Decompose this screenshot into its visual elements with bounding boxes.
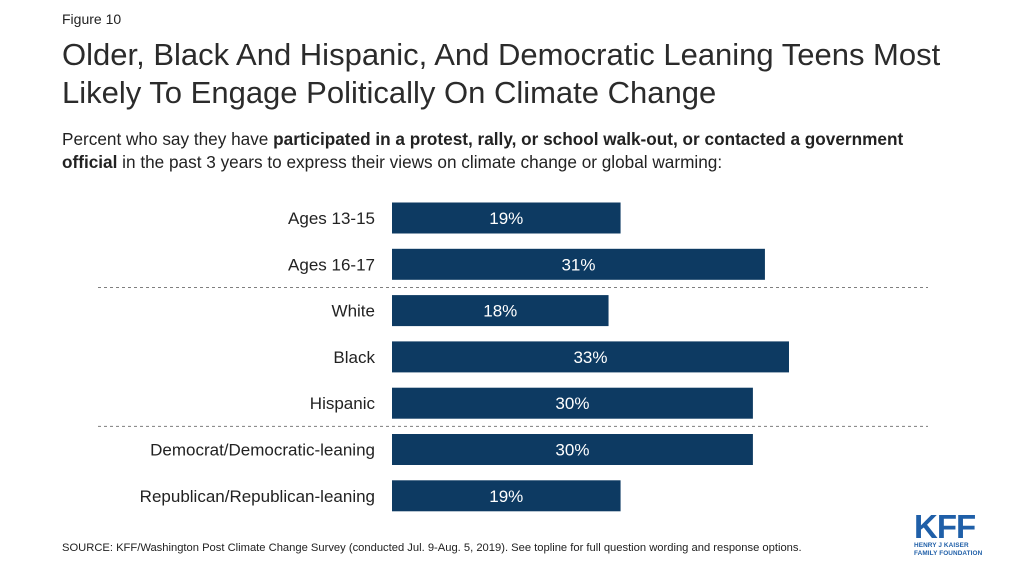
logo-sub-line2: FAMILY FOUNDATION xyxy=(914,549,983,557)
category-label: White xyxy=(332,302,375,321)
logo-main: KFF xyxy=(914,508,976,545)
bar xyxy=(392,387,753,419)
subtitle-prefix: Percent who say they have xyxy=(62,129,274,149)
data-label: 30% xyxy=(555,394,589,413)
category-label: Black xyxy=(333,348,375,367)
bar xyxy=(392,434,753,465)
category-label: Democrat/Democratic-leaning xyxy=(150,441,375,460)
bar-chart: Ages 13-15 19% Ages 16-17 31% White 18% Black 3… xyxy=(98,202,928,512)
category-label: Ages 16-17 xyxy=(288,255,375,274)
bar xyxy=(392,248,765,280)
data-label: 19% xyxy=(489,487,523,506)
bar xyxy=(392,480,621,512)
data-label: 30% xyxy=(555,441,589,460)
category-label: Hispanic xyxy=(310,394,376,413)
bar xyxy=(392,341,789,373)
category-label: Ages 13-15 xyxy=(288,209,375,228)
data-label: 33% xyxy=(573,348,607,367)
data-label: 19% xyxy=(489,209,523,228)
figure-label: Figure 10 xyxy=(62,11,122,27)
chart-title: Older, Black And Hispanic, And Democrati… xyxy=(62,37,941,110)
category-label: Republican/Republican-leaning xyxy=(140,487,375,506)
chart-subtitle: Percent who say they have participated i… xyxy=(62,128,962,174)
subtitle-bold: participated in a protest, rally, or sch… xyxy=(62,129,904,172)
data-label: 18% xyxy=(483,302,517,321)
logo-sub-line1: HENRY J KAISER xyxy=(914,542,969,549)
source-note: SOURCE: KFF/Washington Post Climate Chan… xyxy=(62,542,802,554)
bar xyxy=(392,295,609,327)
data-label: 31% xyxy=(561,255,595,274)
bar xyxy=(392,202,621,234)
subtitle-suffix: in the past 3 years to express their vie… xyxy=(117,152,723,172)
kff-logo: KFF HENRY J KAISER FAMILY FOUNDATION xyxy=(914,508,994,560)
